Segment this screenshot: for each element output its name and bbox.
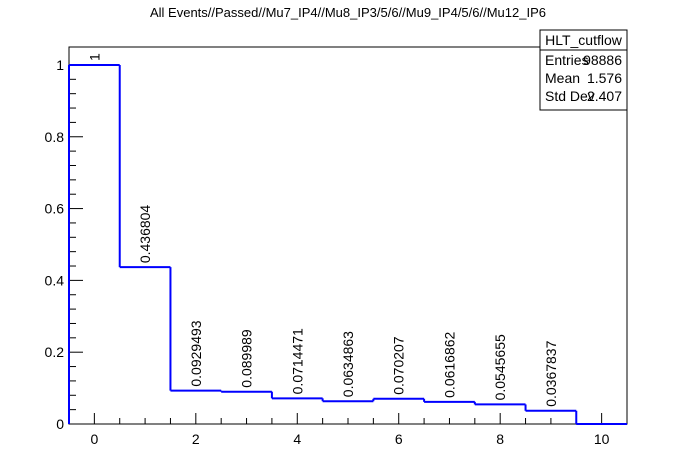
x-tick-label: 6 bbox=[395, 431, 403, 447]
value-label: 0.436804 bbox=[137, 205, 153, 264]
value-label: 0.0367837 bbox=[543, 340, 559, 406]
value-label: 1 bbox=[86, 53, 102, 61]
value-label: 0.0545655 bbox=[492, 334, 508, 400]
chart-title: All Events//Passed//Mu7_IP4//Mu8_IP3/5/6… bbox=[150, 5, 546, 20]
value-label: 0.0634863 bbox=[340, 331, 356, 397]
stats-key: Mean bbox=[545, 70, 580, 86]
value-label: 0.089989 bbox=[239, 329, 255, 388]
x-tick-label: 2 bbox=[192, 431, 200, 447]
stats-value: 1.576 bbox=[587, 70, 622, 86]
y-tick-label: 0.4 bbox=[45, 272, 65, 288]
x-tick-label: 10 bbox=[594, 431, 610, 447]
x-tick-label: 4 bbox=[293, 431, 301, 447]
stats-value: 98886 bbox=[583, 52, 622, 68]
stats-key: Entries bbox=[545, 52, 589, 68]
stats-key: Std Dev bbox=[545, 88, 595, 104]
stats-value: 2.407 bbox=[587, 88, 622, 104]
value-label: 0.070207 bbox=[391, 336, 407, 395]
value-label: 0.0714471 bbox=[289, 328, 305, 394]
y-tick-label: 1 bbox=[56, 57, 64, 73]
x-tick-label: 8 bbox=[496, 431, 504, 447]
x-tick-label: 0 bbox=[90, 431, 98, 447]
y-tick-label: 0.8 bbox=[45, 129, 65, 145]
value-label: 0.0929493 bbox=[188, 320, 204, 386]
stats-title: HLT_cutflow bbox=[545, 32, 623, 48]
stats-box bbox=[539, 29, 628, 111]
y-tick-label: 0 bbox=[56, 416, 64, 432]
y-tick-label: 0.6 bbox=[45, 201, 65, 217]
y-tick-label: 0.2 bbox=[45, 344, 65, 360]
value-label: 0.0616862 bbox=[441, 331, 457, 397]
